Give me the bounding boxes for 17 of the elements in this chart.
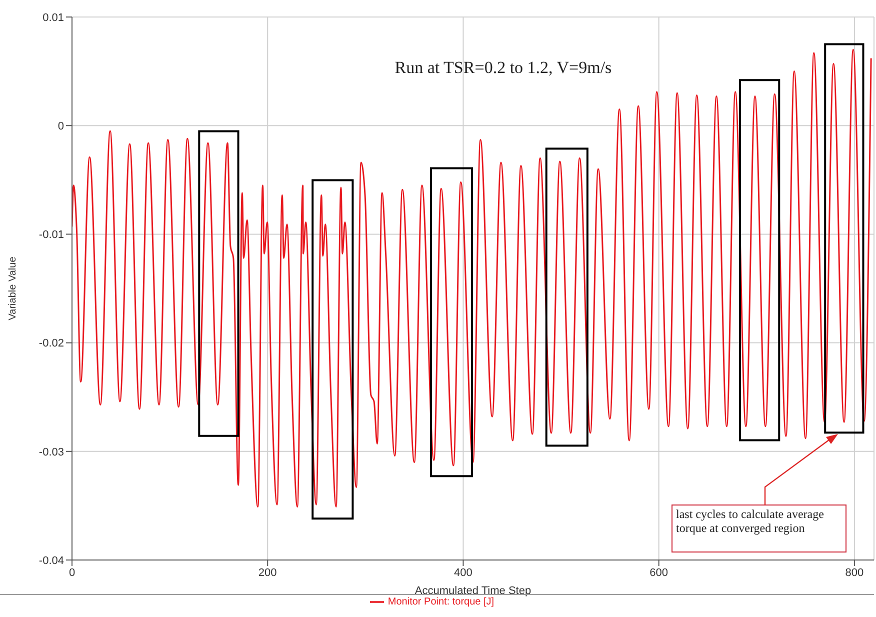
y-tick-label: 0 xyxy=(58,120,64,133)
y-tick-label: -0.04 xyxy=(38,554,64,567)
annotation: last cycles to calculate average torque at converged region xyxy=(676,507,825,535)
x-tick-label: 400 xyxy=(454,566,472,579)
y-axis-title: Variable Value xyxy=(8,256,19,320)
x-axis-title: Accumulated Time Step xyxy=(414,585,532,597)
y-tick-label: -0.03 xyxy=(38,446,64,458)
y-tick-label: 0.01 xyxy=(42,12,64,24)
y-tick-label: -0.01 xyxy=(38,229,64,242)
x-tick-label: 800 xyxy=(845,566,864,579)
legend-label: Monitor Point: torque [J] xyxy=(388,596,494,608)
y-tick-label: -0.02 xyxy=(38,338,64,350)
x-tick-label: 200 xyxy=(258,566,277,579)
text: Run at TSR=0.2 to 1.2, V=9m/s xyxy=(394,58,612,78)
x-tick-label: 600 xyxy=(650,566,668,579)
line-series xyxy=(72,48,872,508)
x-tick-label: 0 xyxy=(68,566,76,579)
